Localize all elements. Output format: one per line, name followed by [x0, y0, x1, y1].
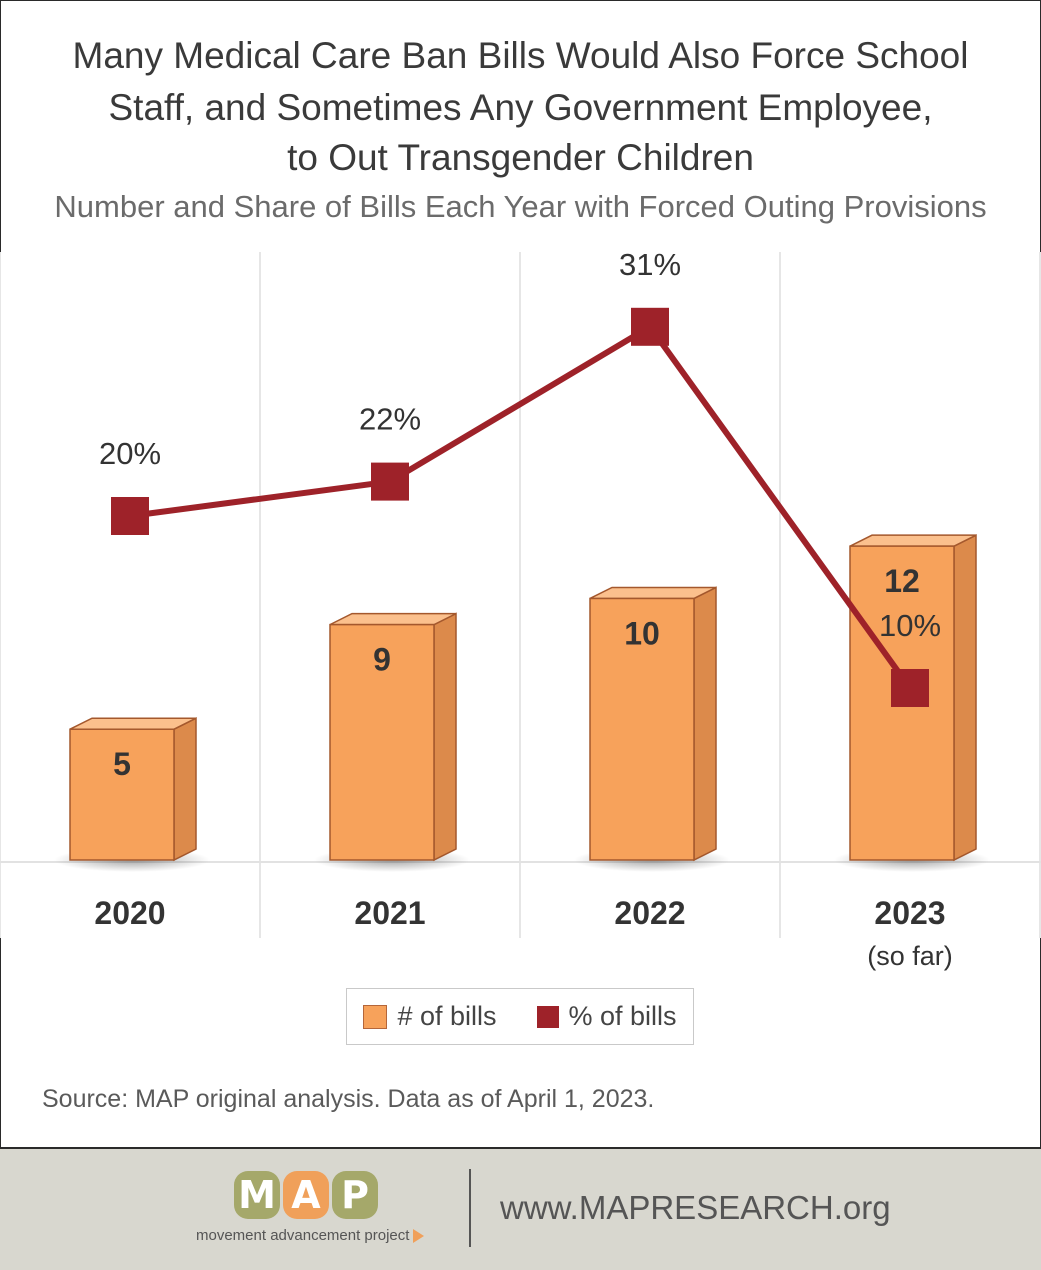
chart-canvas: 5 2020 9 2021 10 2022 12 2023 (so far) 20% 22% 31% 1… — [0, 247, 1041, 971]
footer-divider — [469, 1169, 471, 1247]
bar-top-2023 — [849, 534, 977, 547]
logo-letter-m: M — [234, 1171, 280, 1219]
logo-letters: M A P — [234, 1171, 378, 1219]
bar-side-2021 — [433, 612, 457, 862]
x-tick-label-2020: 2020 — [94, 895, 165, 931]
legend-label-percent: % of bills — [568, 1001, 677, 1031]
legend-swatch-percent — [536, 1005, 559, 1028]
percent-marker-2020 — [111, 497, 149, 535]
chart-title-line-1: Many Medical Care Ban Bills Would Also F… — [72, 35, 969, 76]
play-arrow-icon — [413, 1229, 425, 1244]
percent-label-2022: 31% — [619, 247, 681, 282]
percent-label-2020: 20% — [99, 436, 161, 471]
legend-swatch-bills — [363, 1004, 388, 1029]
x-tick-label-2021: 2021 — [354, 895, 425, 931]
percent-label-2023: 10% — [879, 608, 941, 643]
logo-tagline-text: movement advancement project — [196, 1227, 410, 1244]
bar-top-2020 — [69, 717, 197, 730]
bar-2022 — [589, 597, 695, 861]
bar-value-label-2023: 12 — [884, 563, 920, 599]
bar-top-2022 — [589, 586, 717, 600]
legend-item-percent: % of bills — [536, 1001, 677, 1032]
percent-marker-2022 — [631, 307, 669, 346]
legend-item-bills: # of bills — [363, 1001, 497, 1032]
bar-side-2020 — [173, 717, 197, 862]
bar-side-2023 — [953, 533, 977, 862]
bar-value-label-2022: 10 — [624, 615, 660, 651]
x-tick-label-2023: 2023 — [874, 895, 945, 931]
bar-value-label-2020: 5 — [113, 746, 131, 782]
bar-side-2022 — [693, 586, 717, 862]
logo-tagline: movement advancement project — [196, 1227, 425, 1244]
percent-marker-2021 — [371, 462, 409, 501]
map-logo[interactable]: M A P movement advancement project — [196, 1171, 446, 1251]
x-tick-note-2023: (so far) — [867, 941, 953, 971]
bar-value-label-2021: 9 — [373, 642, 391, 678]
bar-2020 — [69, 728, 175, 861]
logo-letter-a: A — [283, 1171, 329, 1219]
chart-title-line-3: to Out Transgender Children — [287, 137, 754, 178]
legend-label-bills: # of bills — [397, 1001, 497, 1031]
footer: M A P movement advancement project www.M… — [0, 1147, 1041, 1270]
percent-marker-2023 — [891, 669, 929, 707]
x-tick-label-2022: 2022 — [614, 895, 685, 931]
chart-title-line-2: Staff, and Sometimes Any Government Empl… — [108, 87, 933, 128]
bar-top-2021 — [329, 612, 457, 626]
chart-legend: # of bills % of bills — [346, 988, 694, 1045]
footer-url-link[interactable]: www.MAPRESEARCH.org — [500, 1189, 891, 1226]
percent-line — [129, 323, 913, 690]
bar-2021 — [329, 623, 435, 861]
source-note: Source: MAP original analysis. Data as o… — [42, 1085, 655, 1113]
percent-label-2021: 22% — [359, 402, 421, 437]
logo-letter-p: P — [332, 1171, 378, 1219]
chart-subtitle: Number and Share of Bills Each Year with… — [54, 189, 987, 224]
